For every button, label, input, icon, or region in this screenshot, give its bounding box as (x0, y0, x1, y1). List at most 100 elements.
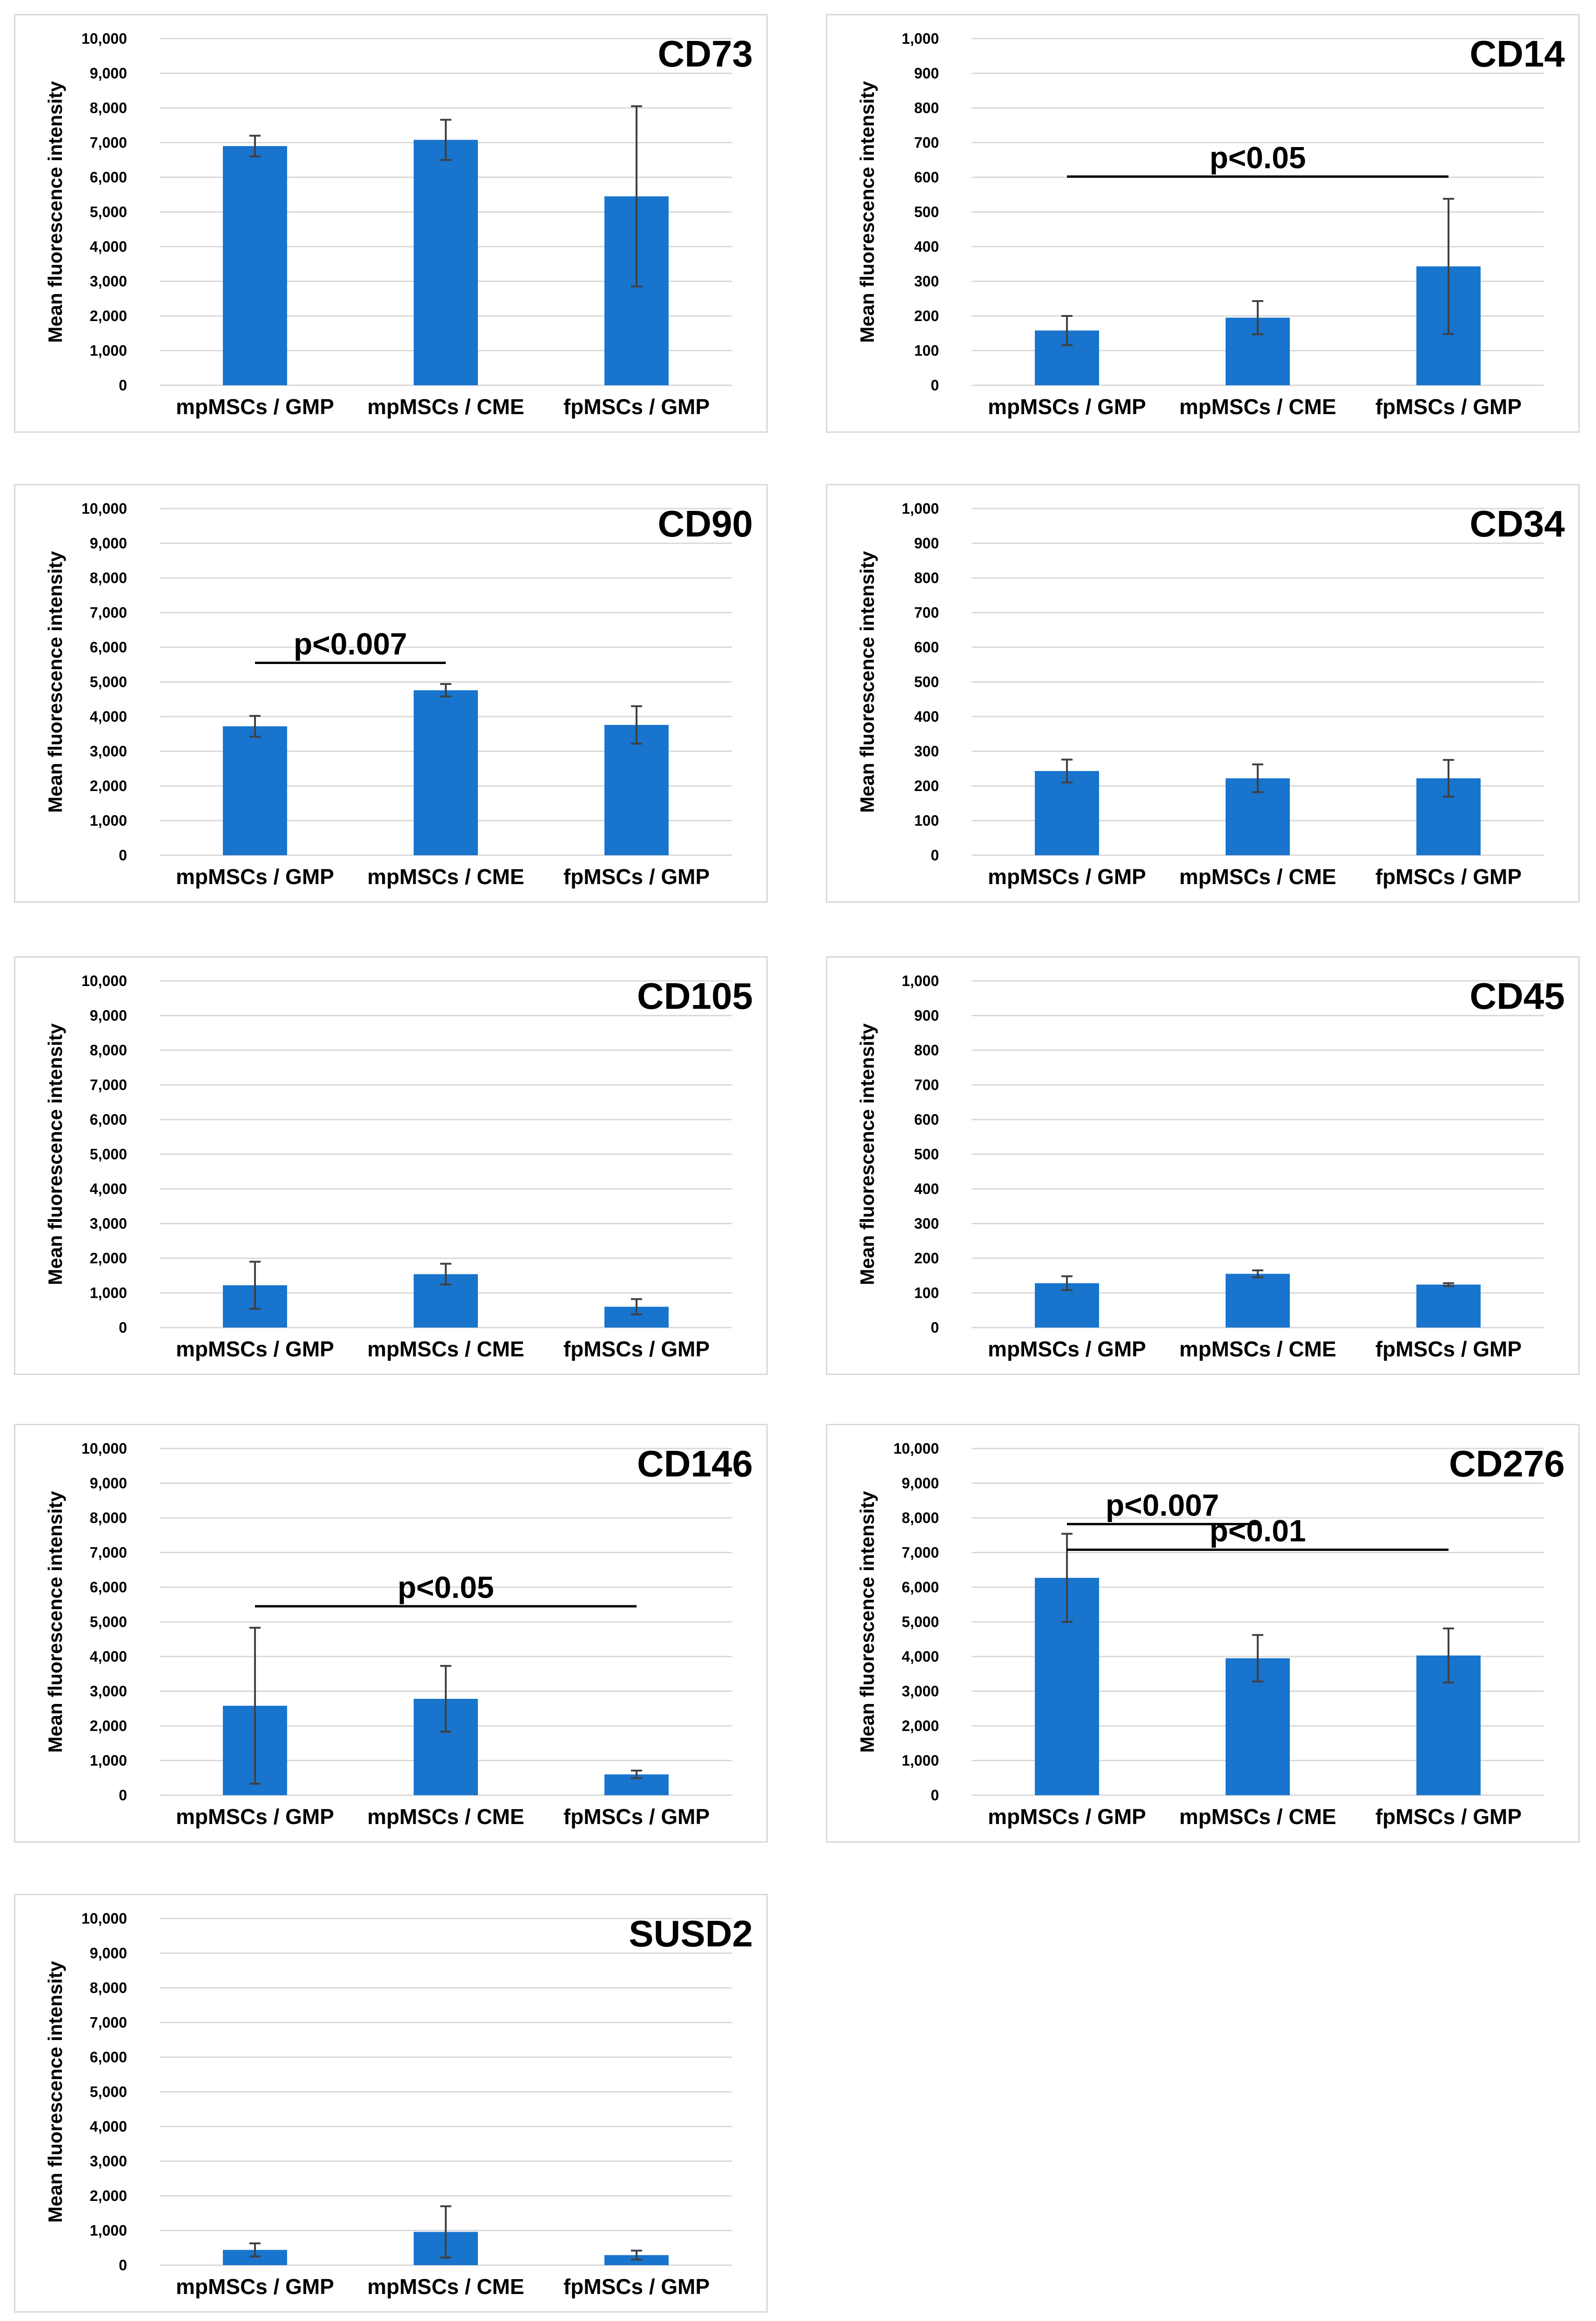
error-bar-1 (249, 2242, 261, 2258)
x-category-label: fpMSCs / GMP (563, 1337, 710, 1361)
y-tick-label: 10,000 (81, 500, 127, 517)
chart-cd34: 0 100 200 300 400 500 600 700 800 900 1,000 Mean fl… (856, 500, 1565, 889)
error-bar-1 (249, 1261, 261, 1310)
chart-cd14: 0 100 200 300 400 500 600 700 800 900 1,000 Mean fl… (856, 30, 1565, 419)
chart-cd73: 0 1,000 2,000 3,000 4,000 5,000 6,000 7,000 8,00… (44, 30, 753, 419)
y-tick-label: 500 (914, 204, 939, 221)
y-tick-label: 6,000 (90, 1111, 127, 1128)
y-tick-label: 900 (914, 65, 939, 82)
x-category-label: mpMSCs / GMP (176, 865, 334, 889)
chart-panel-cd14: 0 100 200 300 400 500 600 700 800 900 1,000 Mean fl… (826, 14, 1580, 433)
significance-label: p<0.007 (1106, 1488, 1219, 1522)
bar-3 (604, 724, 669, 855)
x-category-label: mpMSCs / GMP (176, 1804, 334, 1829)
chart-cd45: 0 100 200 300 400 500 600 700 800 900 1,000 Mean fl… (856, 973, 1565, 1361)
y-tick-label: 200 (914, 308, 939, 324)
error-bar-1 (1061, 1275, 1073, 1291)
y-tick-label: 3,000 (902, 1683, 939, 1700)
error-bar-2 (440, 1665, 451, 1733)
y-tick-label: 10,000 (81, 1440, 127, 1457)
y-tick-label: 0 (119, 377, 127, 394)
chart-susd2: 0 1,000 2,000 3,000 4,000 5,000 6,000 7,000 8,00… (44, 1910, 753, 2299)
y-tick-label: 5,000 (90, 674, 127, 691)
y-tick-label: 2,000 (90, 2187, 127, 2204)
y-tick-label: 1,000 (90, 1752, 127, 1769)
y-tick-label: 800 (914, 1042, 939, 1059)
error-bar-1 (1061, 758, 1073, 784)
error-bar-3 (631, 2249, 642, 2261)
chart-panel-cd276: 0 1,000 2,000 3,000 4,000 5,000 6,000 7,000 8,00… (826, 1424, 1580, 1843)
chart-title: CD14 (1469, 33, 1565, 74)
y-tick-label: 8,000 (90, 570, 127, 586)
chart-title: CD90 (657, 503, 753, 544)
y-tick-label: 3,000 (90, 2153, 127, 2170)
x-category-label: mpMSCs / CME (1179, 1337, 1336, 1361)
x-category-label: mpMSCs / GMP (176, 395, 334, 419)
x-category-label: fpMSCs / GMP (1375, 1337, 1522, 1361)
error-bar-1 (249, 1627, 261, 1785)
error-bar-1 (1061, 315, 1073, 346)
y-tick-label: 4,000 (902, 1648, 939, 1665)
y-tick-label: 1,000 (90, 2222, 127, 2239)
y-axis-label: Mean fluorescence intensity (44, 1023, 66, 1285)
error-bar-2 (440, 1262, 451, 1286)
y-tick-label: 1,000 (902, 1752, 939, 1769)
y-tick-label: 7,000 (90, 604, 127, 621)
x-category-label: mpMSCs / CME (367, 1804, 524, 1829)
error-bar-3 (631, 705, 642, 745)
x-category-label: mpMSCs / CME (1179, 1804, 1336, 1829)
error-bar-2 (1252, 763, 1263, 793)
y-tick-label: 6,000 (902, 1579, 939, 1596)
y-tick-label: 700 (914, 134, 939, 151)
x-category-label: mpMSCs / GMP (176, 2274, 334, 2299)
y-tick-label: 2,000 (90, 778, 127, 794)
y-tick-label: 9,000 (90, 1475, 127, 1492)
chart-title: SUSD2 (629, 1913, 753, 1954)
y-tick-label: 900 (914, 1007, 939, 1024)
y-tick-label: 0 (931, 1319, 939, 1336)
y-tick-label: 2,000 (90, 1250, 127, 1267)
y-tick-label: 300 (914, 1215, 939, 1232)
x-category-label: mpMSCs / CME (367, 395, 524, 419)
y-tick-label: 5,000 (90, 2084, 127, 2100)
y-tick-label: 4,000 (90, 1181, 127, 1197)
y-tick-label: 900 (914, 535, 939, 552)
y-axis-label: Mean fluorescence intensity (44, 81, 66, 343)
y-tick-label: 600 (914, 639, 939, 656)
y-tick-label: 1,000 (90, 812, 127, 829)
x-category-label: mpMSCs / GMP (176, 1337, 334, 1361)
y-tick-label: 8,000 (90, 1509, 127, 1526)
y-tick-label: 700 (914, 1077, 939, 1093)
y-tick-label: 200 (914, 778, 939, 794)
y-tick-label: 3,000 (90, 743, 127, 760)
chart-title: CD105 (637, 975, 753, 1017)
y-tick-label: 4,000 (90, 238, 127, 255)
error-bar-3 (1443, 1627, 1454, 1684)
y-tick-label: 3,000 (90, 1215, 127, 1232)
y-tick-label: 0 (931, 377, 939, 394)
y-tick-label: 5,000 (90, 1614, 127, 1630)
chart-cd90: 0 1,000 2,000 3,000 4,000 5,000 6,000 7,000 8,00… (44, 500, 753, 889)
y-axis-label: Mean fluorescence intensity (856, 1023, 878, 1285)
error-bar-1 (249, 715, 261, 738)
y-tick-label: 8,000 (90, 1042, 127, 1059)
chart-title: CD34 (1469, 503, 1565, 544)
y-tick-label: 0 (119, 2257, 127, 2274)
y-tick-label: 600 (914, 1111, 939, 1128)
y-tick-label: 10,000 (81, 973, 127, 989)
x-category-label: mpMSCs / CME (367, 1337, 524, 1361)
y-tick-label: 10,000 (81, 1910, 127, 1927)
chart-cd146: 0 1,000 2,000 3,000 4,000 5,000 6,000 7,000 8,00… (44, 1440, 753, 1829)
y-tick-label: 100 (914, 1285, 939, 1301)
chart-panel-cd73: 0 1,000 2,000 3,000 4,000 5,000 6,000 7,000 8,00… (14, 14, 768, 433)
y-tick-label: 400 (914, 238, 939, 255)
y-tick-label: 800 (914, 570, 939, 586)
y-tick-label: 5,000 (90, 1146, 127, 1163)
x-category-label: mpMSCs / GMP (988, 1337, 1146, 1361)
y-tick-label: 2,000 (90, 308, 127, 324)
error-bar-2 (440, 2205, 451, 2259)
significance-label: p<0.05 (397, 1570, 494, 1604)
error-bar-3 (631, 105, 642, 288)
x-category-label: fpMSCs / GMP (1375, 865, 1522, 889)
y-tick-label: 1,000 (90, 1285, 127, 1301)
